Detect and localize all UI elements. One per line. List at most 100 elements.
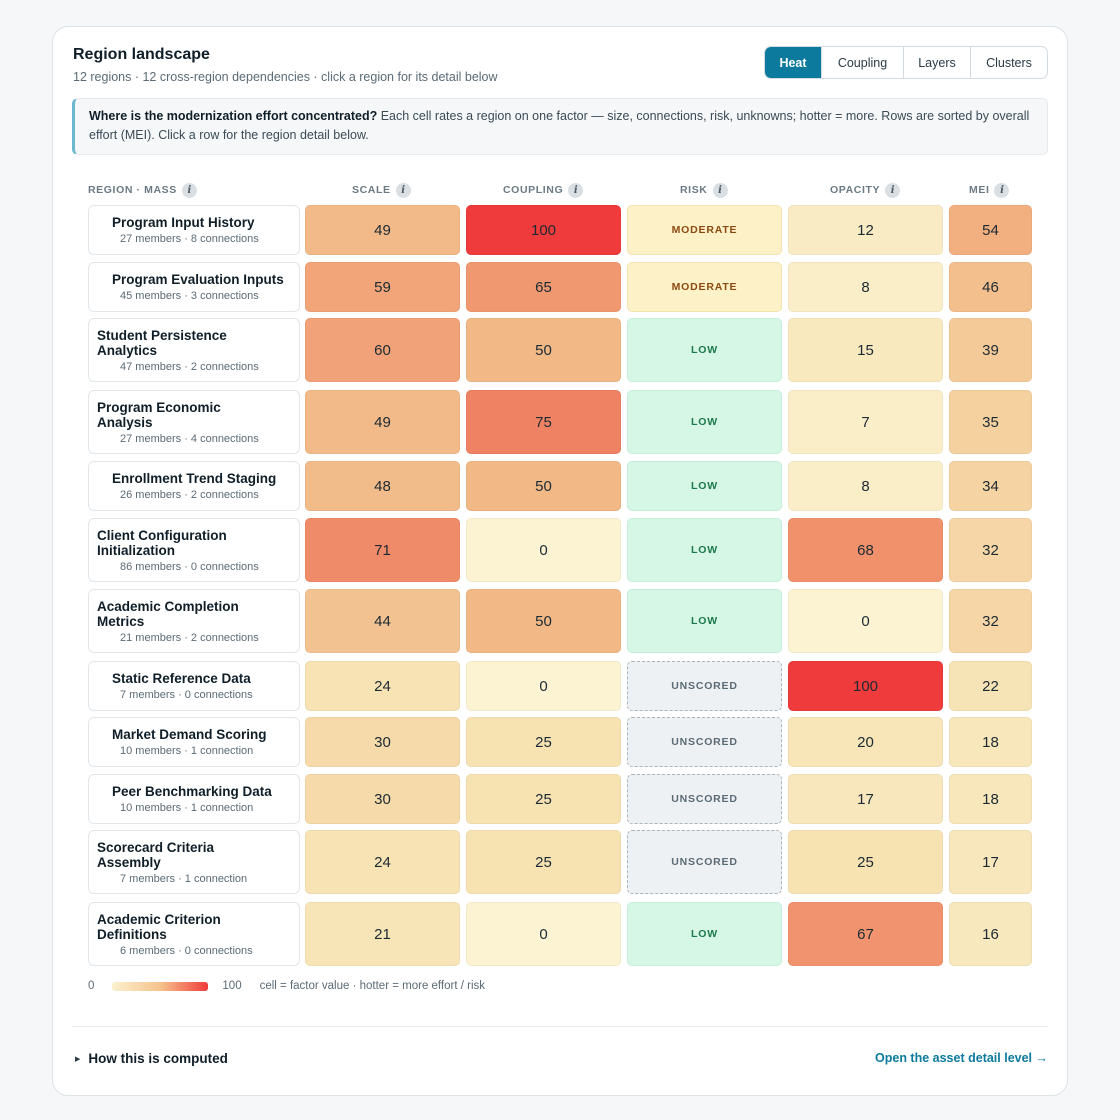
tab-coupling[interactable]: Coupling: [821, 47, 903, 78]
risk-label: LOW: [691, 544, 718, 556]
opacity-cell[interactable]: 25: [788, 830, 943, 894]
scale-cell[interactable]: 71: [305, 518, 460, 582]
table-row[interactable]: Static Reference Data 7 members · 0 conne…: [88, 661, 1034, 711]
scale-cell[interactable]: 21: [305, 902, 460, 966]
mei-cell[interactable]: 35: [949, 390, 1032, 454]
table-row[interactable]: Scorecard Criteria Assembly 7 members · 1…: [88, 830, 1034, 894]
opacity-cell[interactable]: 67: [788, 902, 943, 966]
table-row[interactable]: Student Persistence Analytics 47 members …: [88, 318, 1034, 382]
how-computed-toggle[interactable]: ▶ How this is computed: [75, 1051, 228, 1066]
risk-cell[interactable]: UNSCORED: [627, 830, 782, 894]
mei-cell[interactable]: 32: [949, 589, 1032, 653]
table-row[interactable]: Program Economic Analysis 27 members · 4 …: [88, 390, 1034, 454]
opacity-cell[interactable]: 20: [788, 717, 943, 767]
info-icon[interactable]: i: [568, 182, 584, 198]
region-label[interactable]: Enrollment Trend Staging 26 members · 2 c…: [88, 461, 300, 511]
scale-cell[interactable]: 44: [305, 589, 460, 653]
scale-cell[interactable]: 49: [305, 390, 460, 454]
table-row[interactable]: Market Demand Scoring 10 members · 1 conn…: [88, 717, 1034, 767]
coupling-cell[interactable]: 50: [466, 461, 621, 511]
scale-cell[interactable]: 30: [305, 717, 460, 767]
table-row[interactable]: Peer Benchmarking Data 10 members · 1 con…: [88, 774, 1034, 824]
tab-heat[interactable]: Heat: [765, 47, 821, 78]
table-row[interactable]: Academic Completion Metrics 21 members · …: [88, 589, 1034, 653]
region-label[interactable]: Market Demand Scoring 10 members · 1 conn…: [88, 717, 300, 767]
mei-cell[interactable]: 39: [949, 318, 1032, 382]
coupling-cell[interactable]: 100: [466, 205, 621, 255]
scale-cell[interactable]: 49: [305, 205, 460, 255]
scale-cell[interactable]: 59: [305, 262, 460, 312]
table-row[interactable]: Program Input History 27 members · 8 conn…: [88, 205, 1034, 255]
mei-cell[interactable]: 18: [949, 717, 1032, 767]
region-name: Client Configuration Initialization: [97, 527, 227, 558]
region-label[interactable]: Client Configuration Initialization 86 me…: [88, 518, 300, 582]
mei-cell[interactable]: 34: [949, 461, 1032, 511]
coupling-cell[interactable]: 50: [466, 318, 621, 382]
tab-clusters[interactable]: Clusters: [970, 47, 1047, 78]
info-icon[interactable]: i: [181, 182, 197, 198]
info-icon[interactable]: i: [994, 182, 1010, 198]
risk-cell[interactable]: LOW: [627, 902, 782, 966]
opacity-cell[interactable]: 68: [788, 518, 943, 582]
region-label[interactable]: Academic Completion Metrics 21 members · …: [88, 589, 300, 653]
region-label[interactable]: Student Persistence Analytics 47 members …: [88, 318, 300, 382]
open-asset-detail-link[interactable]: Open the asset detail level →: [875, 1051, 1048, 1065]
region-label[interactable]: Peer Benchmarking Data 10 members · 1 con…: [88, 774, 300, 824]
scale-cell[interactable]: 30: [305, 774, 460, 824]
scale-cell[interactable]: 48: [305, 461, 460, 511]
coupling-cell[interactable]: 25: [466, 830, 621, 894]
info-icon[interactable]: i: [712, 182, 728, 198]
risk-cell[interactable]: LOW: [627, 390, 782, 454]
mei-cell[interactable]: 16: [949, 902, 1032, 966]
table-row[interactable]: Client Configuration Initialization 86 me…: [88, 518, 1034, 582]
mei-cell[interactable]: 22: [949, 661, 1032, 711]
region-label[interactable]: Program Economic Analysis 27 members · 4 …: [88, 390, 300, 454]
mei-cell[interactable]: 46: [949, 262, 1032, 312]
table-row[interactable]: Academic Criterion Definitions 6 members …: [88, 902, 1034, 966]
table-row[interactable]: Program Evaluation Inputs 45 members · 3 …: [88, 262, 1034, 312]
region-label[interactable]: Program Input History 27 members · 8 conn…: [88, 205, 300, 255]
tab-layers[interactable]: Layers: [903, 47, 970, 78]
opacity-cell[interactable]: 17: [788, 774, 943, 824]
opacity-cell[interactable]: 8: [788, 262, 943, 312]
opacity-cell[interactable]: 100: [788, 661, 943, 711]
region-label[interactable]: Academic Criterion Definitions 6 members …: [88, 902, 300, 966]
risk-cell[interactable]: UNSCORED: [627, 774, 782, 824]
opacity-cell[interactable]: 0: [788, 589, 943, 653]
scale-cell[interactable]: 24: [305, 661, 460, 711]
info-icon[interactable]: i: [395, 182, 411, 198]
opacity-cell[interactable]: 7: [788, 390, 943, 454]
mei-cell[interactable]: 18: [949, 774, 1032, 824]
coupling-cell[interactable]: 25: [466, 717, 621, 767]
coupling-cell[interactable]: 25: [466, 774, 621, 824]
info-icon[interactable]: i: [885, 182, 901, 198]
opacity-cell[interactable]: 8: [788, 461, 943, 511]
risk-cell[interactable]: MODERATE: [627, 262, 782, 312]
region-label[interactable]: Scorecard Criteria Assembly 7 members · 1…: [88, 830, 300, 894]
coupling-cell[interactable]: 0: [466, 518, 621, 582]
coupling-cell[interactable]: 65: [466, 262, 621, 312]
scale-cell[interactable]: 24: [305, 830, 460, 894]
region-label[interactable]: Program Evaluation Inputs 45 members · 3 …: [88, 262, 300, 312]
region-name: Enrollment Trend Staging: [112, 471, 277, 486]
risk-cell[interactable]: LOW: [627, 461, 782, 511]
risk-cell[interactable]: LOW: [627, 518, 782, 582]
risk-cell[interactable]: MODERATE: [627, 205, 782, 255]
risk-cell[interactable]: UNSCORED: [627, 661, 782, 711]
scale-cell[interactable]: 60: [305, 318, 460, 382]
region-name: Program Evaluation Inputs: [112, 272, 284, 287]
mei-cell[interactable]: 17: [949, 830, 1032, 894]
risk-cell[interactable]: UNSCORED: [627, 717, 782, 767]
coupling-cell[interactable]: 75: [466, 390, 621, 454]
opacity-cell[interactable]: 15: [788, 318, 943, 382]
mei-cell[interactable]: 54: [949, 205, 1032, 255]
opacity-cell[interactable]: 12: [788, 205, 943, 255]
coupling-cell[interactable]: 0: [466, 902, 621, 966]
coupling-cell[interactable]: 50: [466, 589, 621, 653]
coupling-cell[interactable]: 0: [466, 661, 621, 711]
table-row[interactable]: Enrollment Trend Staging 26 members · 2 c…: [88, 461, 1034, 511]
region-label[interactable]: Static Reference Data 7 members · 0 conne…: [88, 661, 300, 711]
mei-cell[interactable]: 32: [949, 518, 1032, 582]
risk-cell[interactable]: LOW: [627, 589, 782, 653]
risk-cell[interactable]: LOW: [627, 318, 782, 382]
